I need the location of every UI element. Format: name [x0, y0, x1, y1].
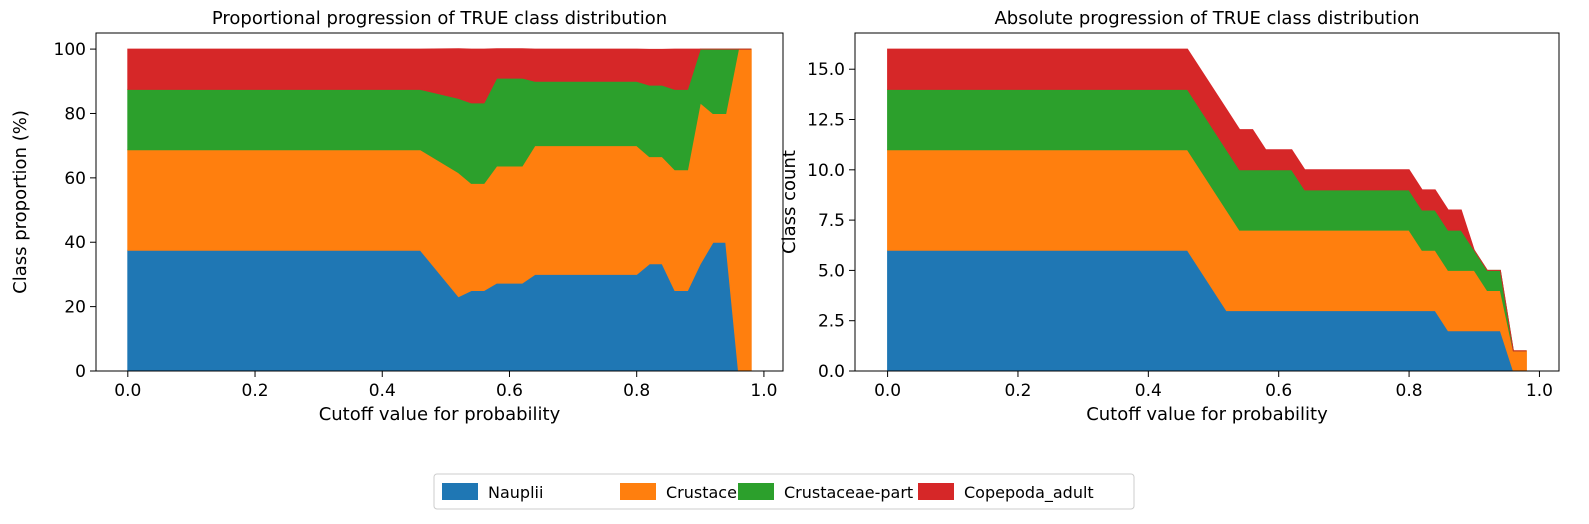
legend-label: Nauplii [488, 483, 543, 502]
y-tick-label: 10.0 [807, 161, 845, 181]
legend-swatch [620, 483, 656, 500]
axes-frame [95, 32, 784, 372]
legend-swatch [442, 483, 478, 500]
area-copepoda-adult [887, 48, 1527, 352]
x-axis-label: Cutoff value for probability [1086, 404, 1328, 425]
legend-label: Copepoda_adult [964, 483, 1094, 503]
legend-label: Crustaceae-part [784, 483, 913, 502]
y-tick-label: 7.5 [818, 211, 845, 231]
x-tick-label: 0.6 [1265, 381, 1292, 401]
y-tick-label: 5.0 [818, 261, 845, 281]
x-tick-label: 0.2 [242, 381, 269, 401]
x-axis-label: Cutoff value for probability [319, 404, 561, 425]
x-tick-label: 0.4 [369, 381, 396, 401]
x-tick-label: 1.0 [1526, 381, 1553, 401]
legend: Nauplii Crustacea Crustaceae-part Copepoda_… [433, 473, 1135, 510]
y-tick-label: 0.0 [818, 362, 845, 382]
x-tick-label: 0.8 [623, 381, 650, 401]
legend-label: Crustacea [666, 483, 747, 502]
legend-frame [433, 473, 1135, 510]
x-tick-label: 0.0 [874, 381, 901, 401]
chart-title: Proportional progression of TRUE class d… [212, 8, 667, 29]
y-tick-label: 15.0 [807, 60, 845, 80]
x-tick-label: 0.8 [1396, 381, 1423, 401]
chart-proportional: 0.0 0.2 0.4 0.6 0.8 1.0 0 20 40 60 80 100 Proportion… [10, 8, 784, 425]
x-tick-label: 0.4 [1135, 381, 1162, 401]
chart-title: Absolute progression of TRUE class distr… [994, 8, 1419, 29]
y-tick-label: 60 [64, 169, 86, 189]
axes-frame [854, 32, 1560, 372]
y-tick-label: 40 [64, 233, 86, 253]
y-tick-label: 80 [64, 104, 86, 124]
y-tick-label: 2.5 [818, 312, 845, 332]
x-tick-label: 0.2 [1004, 381, 1031, 401]
area-copepoda-adult [127, 48, 752, 104]
legend-swatch [918, 483, 954, 500]
x-tick-label: 1.0 [750, 381, 777, 401]
legend-swatch [738, 483, 774, 500]
y-tick-label: 12.5 [807, 111, 845, 131]
y-tick-label: 0 [75, 362, 86, 382]
x-tick-label: 0.0 [114, 381, 141, 401]
y-tick-label: 20 [64, 298, 86, 318]
y-axis-label: Class count [779, 150, 800, 254]
y-tick-label: 100 [54, 40, 86, 60]
chart-absolute: 0.0 0.2 0.4 0.6 0.8 1.0 0.0 2.5 5.0 7.5 10.0 12.5 15… [779, 8, 1560, 425]
x-tick-label: 0.6 [496, 381, 523, 401]
y-axis-label: Class proportion (%) [10, 110, 31, 294]
